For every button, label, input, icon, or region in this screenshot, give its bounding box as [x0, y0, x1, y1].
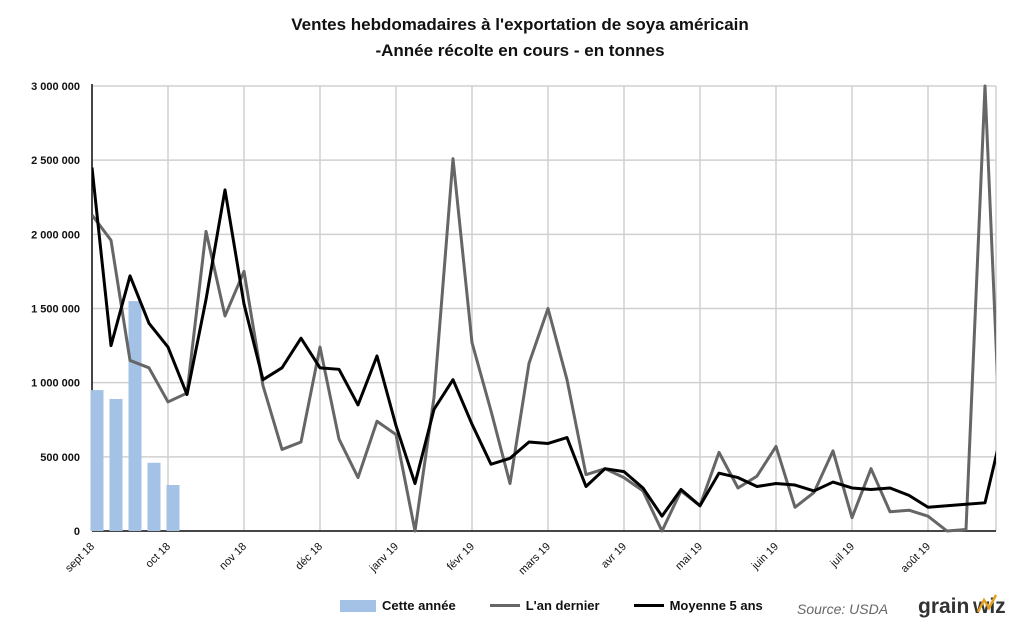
chart-title-line2: -Année récolte en cours - en tonnes: [375, 41, 665, 60]
x-tick-label: mai 19: [673, 541, 705, 573]
x-tick-label: sept 18: [63, 541, 97, 575]
legend-item-moyenne: Moyenne 5 ans: [633, 598, 763, 613]
x-tick-label: avr 19: [599, 541, 629, 571]
y-tick-label: 3 000 000: [31, 81, 80, 93]
chart-legend: Cette année L'an dernier Moyenne 5 ans: [340, 598, 797, 613]
x-tick-label: janv 19: [367, 541, 401, 575]
chart-title-line1: Ventes hebdomadaires à l'exportation de …: [291, 15, 749, 34]
y-tick-label: 0: [74, 526, 80, 538]
y-tick-label: 500 000: [40, 452, 80, 464]
logo-graphic: grain wiz: [918, 594, 1006, 618]
y-tick-label: 1 500 000: [31, 304, 80, 316]
line-moyenne-5-ans: [92, 167, 996, 518]
grainwiz-logo: grain wiz: [918, 592, 1013, 628]
legend-label-an-dernier: L'an dernier: [525, 598, 600, 613]
legend-swatch-black-line: [633, 604, 664, 607]
legend-item-an-dernier: L'an dernier: [489, 598, 600, 613]
x-tick-label: oct 18: [143, 541, 173, 571]
bar-cette-annee: [166, 485, 180, 531]
bar-cette-annee: [90, 390, 104, 531]
y-tick-label: 2 500 000: [31, 155, 80, 167]
svg-text:grain: grain: [918, 595, 969, 618]
y-tick-label: 2 000 000: [31, 229, 80, 241]
x-tick-label: nov 18: [217, 541, 249, 573]
legend-label-cette-annee: Cette année: [382, 598, 456, 613]
bar-cette-annee: [147, 462, 161, 531]
x-tick-label: août 19: [899, 541, 933, 575]
bar-cette-annee: [109, 398, 123, 531]
bar-cette-annee: [128, 301, 142, 531]
chart-title: Ventes hebdomadaires à l'exportation de …: [0, 12, 1024, 64]
y-tick-label: 1 000 000: [31, 378, 80, 390]
legend-swatch-gray-line: [489, 604, 520, 607]
legend-item-cette-annee: Cette année: [340, 598, 456, 613]
legend-swatch-bar: [340, 599, 376, 612]
x-tick-label: mars 19: [517, 541, 554, 578]
x-tick-label: juil 19: [828, 541, 858, 571]
x-tick-label: févr 19: [445, 541, 477, 573]
legend-label-moyenne: Moyenne 5 ans: [669, 598, 763, 613]
x-tick-label: juin 19: [749, 541, 781, 573]
x-tick-label: déc 18: [293, 541, 325, 573]
source-note: Source: USDA: [797, 601, 889, 617]
